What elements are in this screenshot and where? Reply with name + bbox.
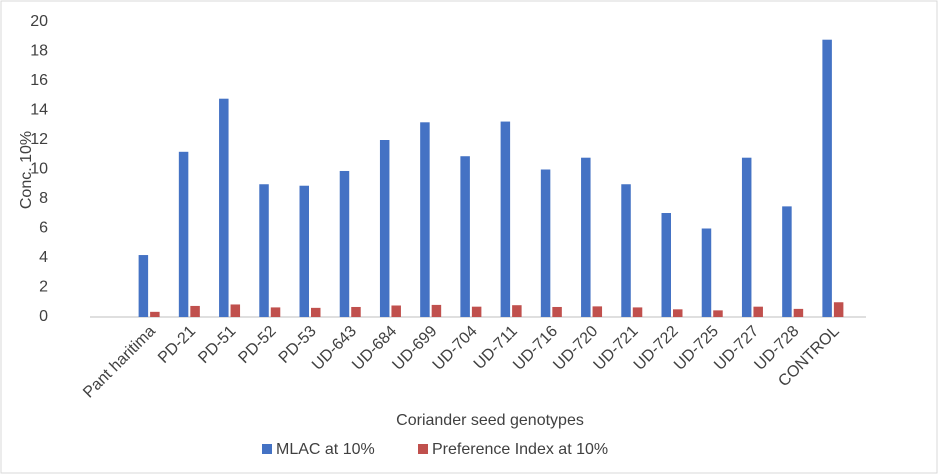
bar xyxy=(512,305,522,317)
y-tick-label: 14 xyxy=(30,102,48,119)
legend-swatch xyxy=(418,444,428,454)
bar xyxy=(621,184,631,317)
bar xyxy=(471,306,482,317)
bar xyxy=(190,305,200,317)
bar xyxy=(391,305,401,317)
legend-swatch xyxy=(262,444,272,454)
y-tick-label: 4 xyxy=(39,249,48,266)
legend-label: MLAC at 10% xyxy=(276,441,375,458)
bar xyxy=(753,306,763,317)
bar xyxy=(793,308,804,317)
bar xyxy=(500,121,511,317)
y-tick-label: 18 xyxy=(30,43,48,60)
bar xyxy=(351,306,361,317)
bar xyxy=(833,302,844,317)
bar xyxy=(150,311,160,317)
bar xyxy=(552,306,562,317)
y-tick-label: 0 xyxy=(39,308,48,325)
bar xyxy=(178,151,189,317)
y-tick-label: 2 xyxy=(39,279,48,296)
bar xyxy=(713,310,723,317)
y-tick-label: 6 xyxy=(39,220,48,237)
bar xyxy=(339,170,350,317)
bar xyxy=(431,304,442,317)
bar xyxy=(741,157,752,317)
bar xyxy=(270,307,281,317)
y-tick-label: 16 xyxy=(30,72,48,89)
bar xyxy=(782,206,792,317)
y-tick-label: 20 xyxy=(30,13,48,30)
bar xyxy=(592,306,603,317)
y-axis-label: Conc. 10% xyxy=(18,131,35,209)
bar xyxy=(259,184,269,317)
bar xyxy=(673,309,683,317)
bar xyxy=(311,307,321,317)
bar xyxy=(540,169,551,317)
x-axis-label: Coriander seed genotypes xyxy=(396,412,584,429)
y-tick-label: 8 xyxy=(39,190,48,207)
bar xyxy=(379,140,390,317)
y-tick-label: 10 xyxy=(30,161,48,178)
bar xyxy=(420,122,430,317)
bar xyxy=(230,304,241,317)
bar xyxy=(138,255,149,317)
bar xyxy=(701,228,712,317)
bar xyxy=(822,39,832,317)
bar xyxy=(661,213,671,317)
bar xyxy=(219,98,229,317)
y-tick-label: 12 xyxy=(30,131,48,148)
bar xyxy=(460,156,470,317)
bar xyxy=(581,157,591,317)
legend-label: Preference Index at 10% xyxy=(432,441,608,458)
bar xyxy=(299,185,309,317)
bar xyxy=(632,307,643,317)
